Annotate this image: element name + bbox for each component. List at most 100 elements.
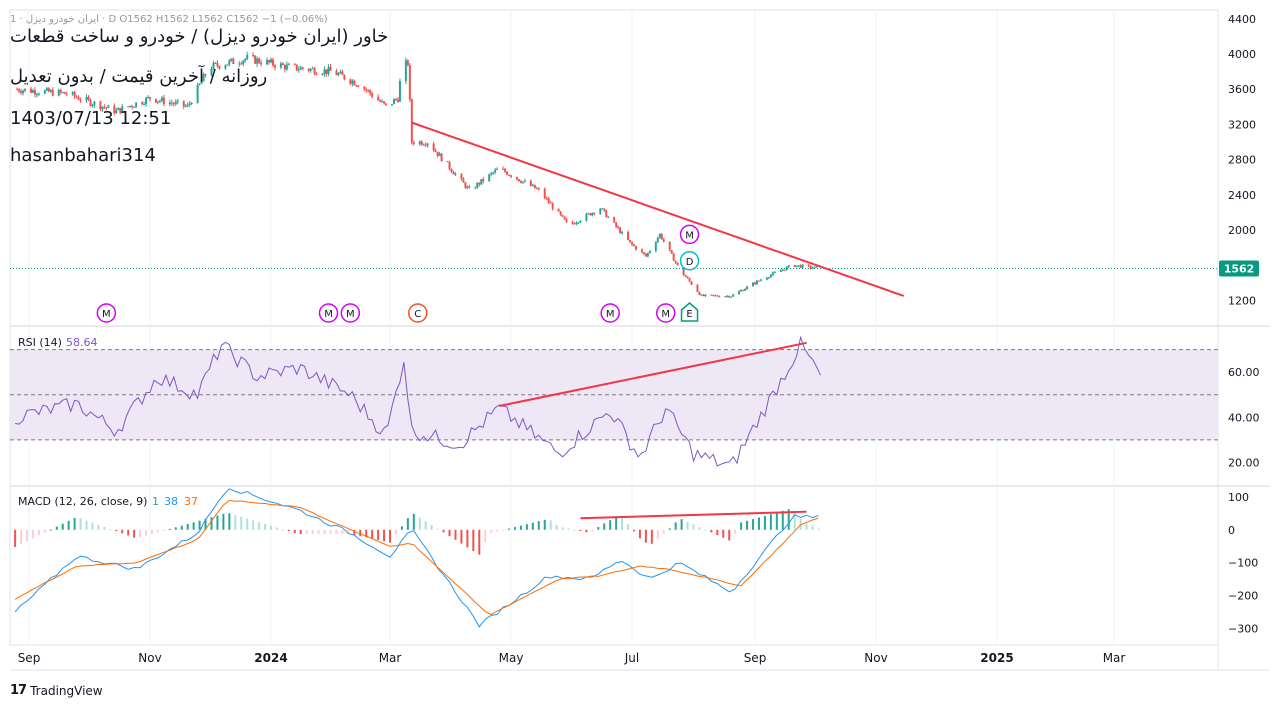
macd-histogram-bar bbox=[317, 529, 320, 535]
candle-body bbox=[593, 212, 596, 214]
macd-histogram-bar bbox=[418, 517, 421, 530]
event-marker-label: M bbox=[102, 309, 111, 320]
x-tick-label: May bbox=[499, 651, 524, 665]
macd-histogram-bar bbox=[347, 529, 350, 535]
candle-body bbox=[410, 99, 413, 143]
candle-body bbox=[174, 101, 177, 105]
event-marker-label: C bbox=[414, 309, 421, 320]
candle-body bbox=[537, 188, 540, 190]
candle bbox=[212, 60, 215, 71]
candle bbox=[738, 290, 741, 295]
candle bbox=[357, 84, 360, 88]
candle-body bbox=[801, 264, 804, 268]
candle bbox=[605, 209, 608, 218]
candle bbox=[490, 171, 493, 177]
candle bbox=[281, 62, 284, 66]
macd-histogram-bar bbox=[502, 529, 505, 531]
candle bbox=[271, 57, 274, 68]
tradingview-brand[interactable]: 17 TradingView bbox=[10, 683, 103, 698]
candle-body bbox=[601, 208, 604, 210]
candle bbox=[744, 288, 747, 291]
rsi-y-tick-label: 20.00 bbox=[1228, 456, 1260, 469]
candle bbox=[254, 55, 257, 65]
macd-histogram-bar bbox=[305, 529, 308, 535]
price-trendline bbox=[411, 121, 905, 297]
candle bbox=[355, 84, 358, 87]
candle bbox=[640, 248, 643, 254]
candle bbox=[674, 260, 677, 264]
candle bbox=[369, 89, 372, 96]
event-marker-d: D bbox=[679, 251, 700, 271]
candle bbox=[147, 95, 150, 99]
candle bbox=[329, 63, 332, 71]
macd-histogram-bar bbox=[150, 529, 153, 534]
macd-histogram-bar bbox=[680, 519, 683, 530]
candle bbox=[702, 293, 705, 297]
macd-histogram-bar bbox=[162, 529, 165, 531]
candle-body bbox=[240, 63, 243, 65]
candle bbox=[537, 186, 540, 191]
macd-histogram-bar bbox=[811, 525, 814, 530]
candle bbox=[285, 61, 288, 71]
candle bbox=[492, 171, 495, 175]
candle bbox=[752, 282, 755, 287]
candle-body bbox=[668, 241, 671, 251]
candle-body bbox=[186, 104, 189, 106]
macd-histogram-bar bbox=[769, 514, 772, 530]
candle bbox=[244, 58, 247, 63]
candle bbox=[601, 208, 604, 210]
candle bbox=[341, 69, 344, 75]
candle-body bbox=[271, 59, 274, 66]
macd-histogram-bar bbox=[139, 529, 142, 538]
macd-histogram-bar bbox=[496, 529, 499, 532]
candle bbox=[557, 208, 560, 212]
candle-body bbox=[29, 88, 32, 93]
candle-body bbox=[752, 282, 755, 287]
candle bbox=[188, 100, 191, 108]
macd-histogram-bar bbox=[627, 524, 630, 530]
macd-histogram-bar bbox=[204, 518, 207, 530]
candle-body bbox=[341, 71, 344, 75]
candle bbox=[396, 97, 399, 104]
candle bbox=[77, 95, 80, 101]
candle-body bbox=[89, 99, 92, 106]
macd-histogram-bar bbox=[668, 528, 671, 530]
event-circle-icon bbox=[408, 303, 428, 323]
macd-histogram-bar bbox=[127, 529, 130, 536]
candle-body bbox=[504, 168, 507, 172]
candle-body bbox=[551, 203, 554, 209]
candle-body bbox=[210, 68, 213, 76]
candle-body bbox=[531, 184, 534, 186]
candle-body bbox=[355, 85, 358, 87]
macd-histogram-bar bbox=[156, 529, 159, 533]
candle bbox=[793, 265, 796, 268]
candle bbox=[16, 87, 19, 91]
macd-y-tick-label: −200 bbox=[1228, 590, 1258, 603]
candle-body bbox=[392, 99, 395, 105]
macd-histogram-bar bbox=[740, 522, 743, 530]
candle bbox=[460, 173, 463, 181]
macd-histogram-bar bbox=[609, 520, 612, 530]
candle-body bbox=[634, 246, 637, 250]
candle bbox=[121, 103, 124, 114]
candle bbox=[283, 63, 286, 73]
macd-legend-signal-value: 37 bbox=[184, 495, 198, 508]
candle-body bbox=[654, 242, 657, 251]
macd-histogram-bar bbox=[180, 525, 183, 530]
candle-body bbox=[502, 168, 505, 170]
macd-histogram-bar bbox=[31, 529, 34, 539]
candle bbox=[593, 212, 596, 216]
candle-body bbox=[154, 99, 157, 103]
macd-histogram-bar bbox=[549, 520, 552, 530]
candle bbox=[732, 293, 735, 297]
candle bbox=[154, 98, 157, 104]
candle-body bbox=[351, 80, 354, 84]
candle-body bbox=[107, 105, 110, 108]
macd-histogram-bar bbox=[531, 522, 534, 530]
candle bbox=[75, 95, 78, 99]
macd-histogram-bar bbox=[728, 529, 731, 541]
candle bbox=[91, 103, 94, 108]
candle-body bbox=[579, 220, 582, 223]
candle bbox=[634, 245, 637, 251]
